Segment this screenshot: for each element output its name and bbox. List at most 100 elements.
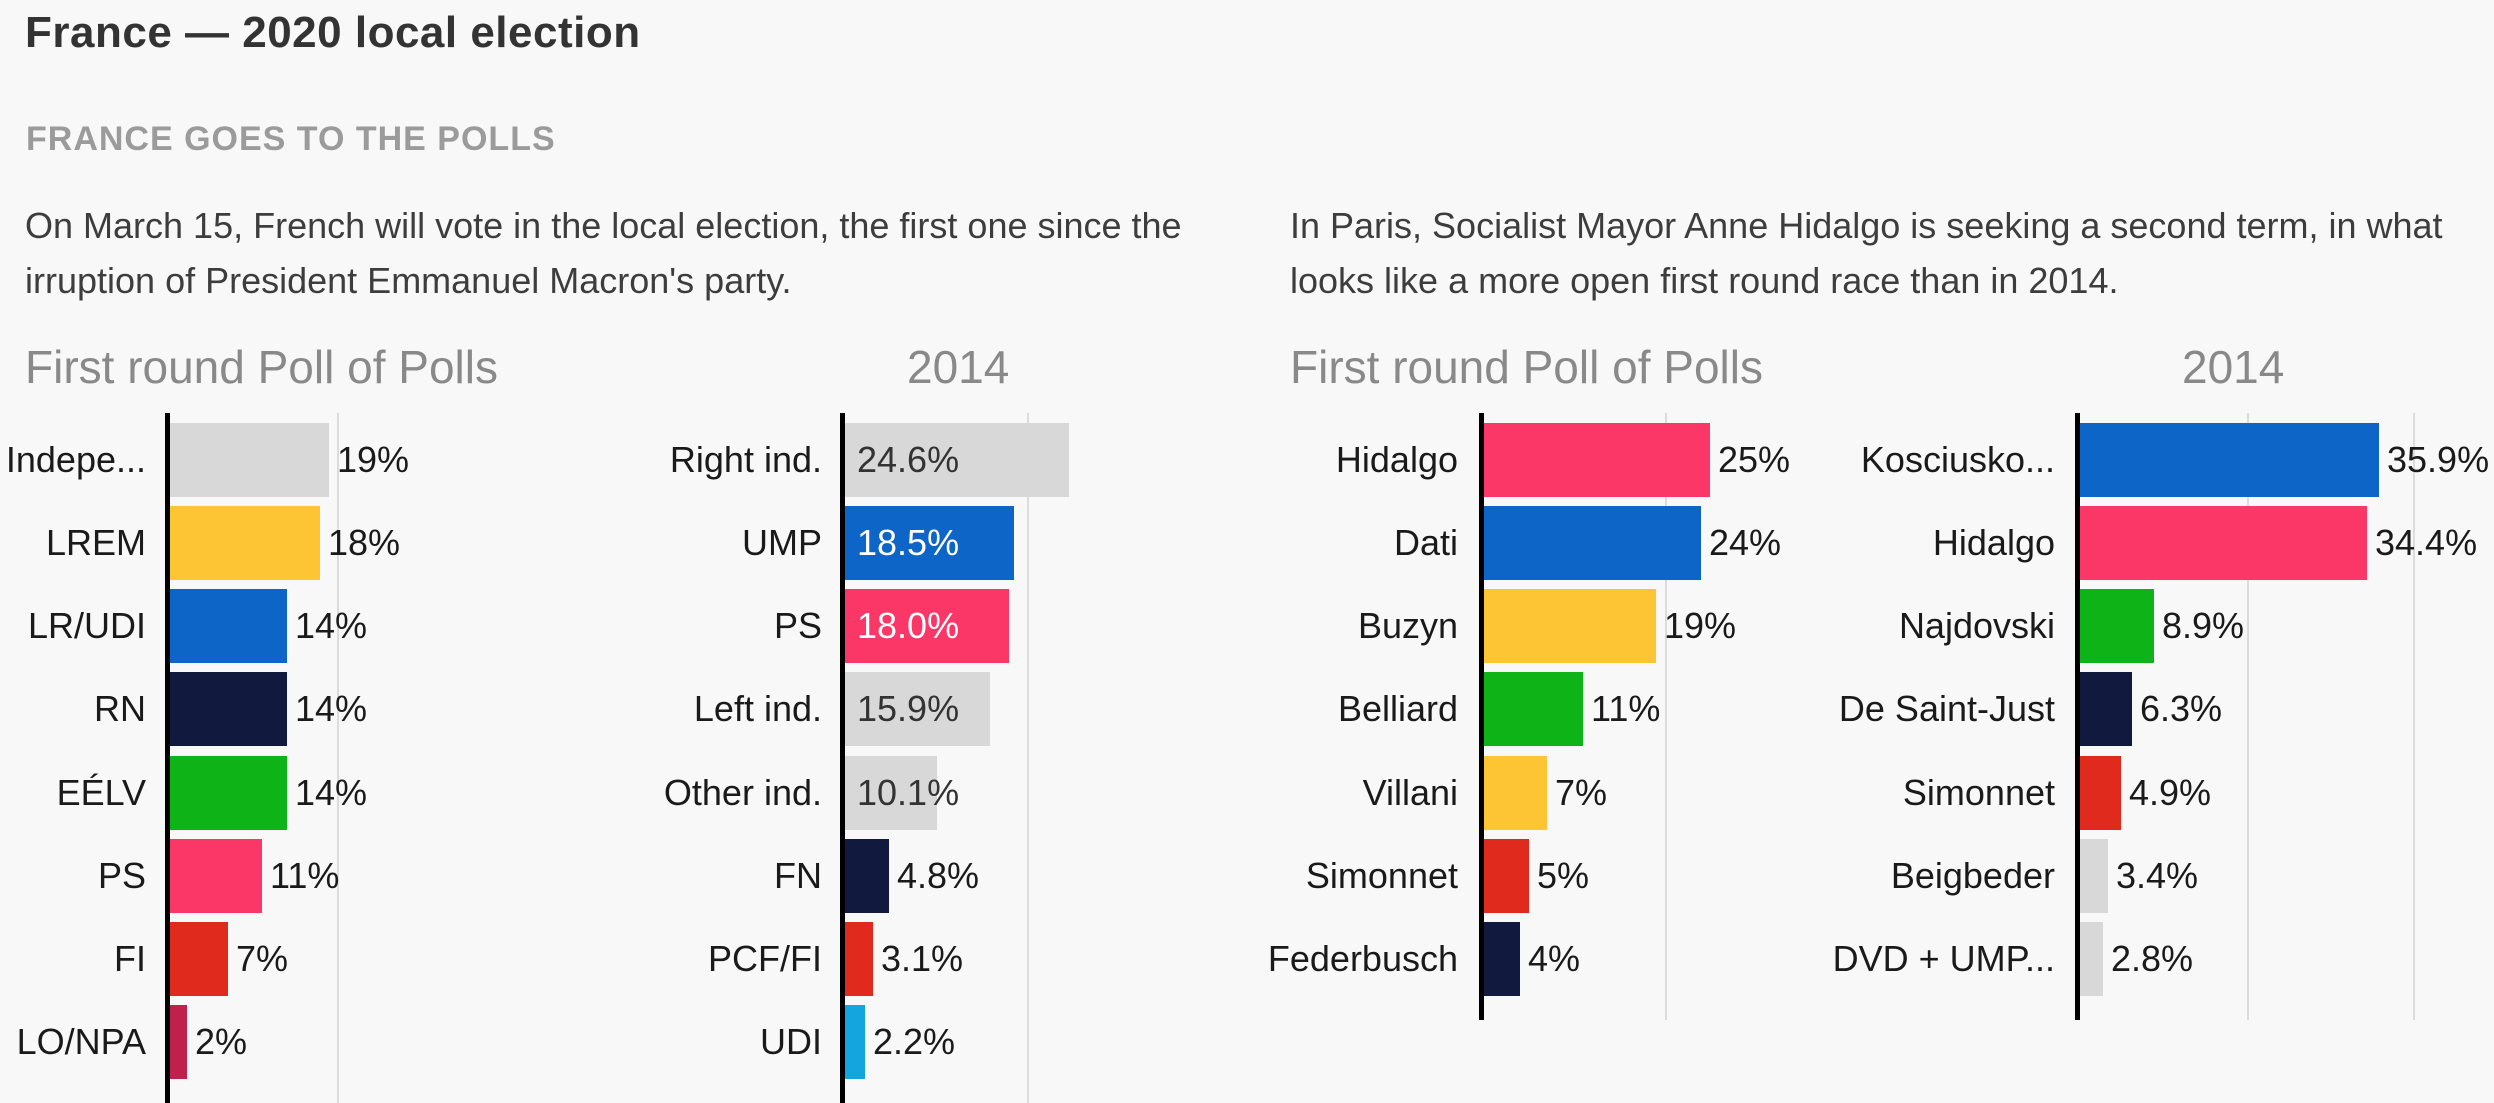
bar-label-national-poll-of-polls: LO/NPA xyxy=(16,1021,146,1063)
gridline-20pct xyxy=(2246,413,2249,1020)
bar-value-paris-2014: 2.8% xyxy=(2111,937,2194,979)
bar-value-paris-2014: 35.9% xyxy=(2387,439,2490,480)
bar-value-paris-2014: 3.4% xyxy=(2116,854,2199,896)
bar-national-poll-of-polls xyxy=(170,672,287,747)
bar-label-paris-2014: Najdovski xyxy=(1898,605,2055,647)
page: { "page": { "title": "France — 2020 loca… xyxy=(5,8,2490,1103)
bar-value-national-poll-of-polls: 7% xyxy=(236,937,289,979)
bar-paris-poll-of-polls xyxy=(1484,921,1520,996)
bar-label-paris-poll-of-polls: Federbusch xyxy=(1267,937,1458,979)
bar-paris-2014 xyxy=(2080,921,2103,996)
bar-label-paris-poll-of-polls: Villani xyxy=(1362,771,1458,813)
paragraph-line: irruption of President Emmanuel Macron's… xyxy=(25,260,792,301)
bar-label-national-poll-of-polls: RN xyxy=(94,688,146,730)
bar-value-national-2014: 4.8% xyxy=(897,854,980,896)
bar-paris-2014 xyxy=(2080,506,2367,581)
chart-title-national-poll-of-polls: First round Poll of Polls xyxy=(25,341,498,393)
bar-national-2014 xyxy=(845,1005,865,1080)
bar-label-national-2014: UMP xyxy=(742,522,822,564)
bar-value-national-2014: 15.9% xyxy=(857,688,960,730)
bar-value-national-2014: 18.5% xyxy=(857,522,960,564)
bar-label-national-poll-of-polls: LR/UDI xyxy=(27,605,146,647)
gridline-40pct xyxy=(2413,413,2416,1020)
bar-paris-2014 xyxy=(2080,838,2108,913)
axis-line xyxy=(840,413,845,1103)
bar-national-2014 xyxy=(845,423,1069,497)
bar-label-national-2014: Left ind. xyxy=(693,688,822,730)
bar-national-2014 xyxy=(845,755,937,830)
bar-label-paris-poll-of-polls: Belliard xyxy=(1337,688,1458,730)
bar-value-national-2014: 2.2% xyxy=(873,1021,956,1063)
bar-value-national-2014: 18.0% xyxy=(857,605,960,647)
bar-value-national-poll-of-polls: 14% xyxy=(295,605,368,647)
bar-label-paris-2014: DVD + UMP... xyxy=(1832,937,2055,979)
axis-line xyxy=(2075,413,2080,1020)
bar-national-poll-of-polls xyxy=(170,921,228,996)
bar-paris-2014 xyxy=(2080,755,2121,830)
chart-title-national-2014: 2014 xyxy=(907,341,1010,393)
bar-label-paris-2014: Beigbeder xyxy=(1890,854,2055,896)
bar-label-national-poll-of-polls: LREM xyxy=(45,522,146,564)
bar-value-national-poll-of-polls: 19% xyxy=(337,439,410,480)
bar-value-national-2014: 10.1% xyxy=(857,771,960,813)
bar-label-national-2014: Other ind. xyxy=(663,771,822,813)
bar-national-poll-of-polls xyxy=(170,755,287,830)
axis-line xyxy=(1479,413,1484,1020)
bar-value-paris-2014: 34.4% xyxy=(2375,522,2478,564)
bar-label-national-poll-of-polls: EÉLV xyxy=(56,771,146,813)
bar-value-national-poll-of-polls: 14% xyxy=(295,771,368,813)
gridline-20pct xyxy=(1664,413,1667,1020)
gridline-20pct xyxy=(1027,413,1030,1103)
bar-label-paris-2014: Kosciusko... xyxy=(1860,439,2055,480)
bar-value-paris-poll-of-polls: 7% xyxy=(1555,771,1608,813)
bar-value-paris-poll-of-polls: 19% xyxy=(1664,605,1737,647)
chart-title-paris-poll-of-polls: First round Poll of Polls xyxy=(1290,341,1763,393)
bar-label-paris-poll-of-polls: Simonnet xyxy=(1305,854,1458,896)
intro-paragraph-national: On March 15, French will vote in the loc… xyxy=(25,198,1182,308)
bar-value-paris-poll-of-polls: 4% xyxy=(1528,937,1581,979)
bar-label-national-poll-of-polls: PS xyxy=(97,854,146,896)
bar-label-paris-poll-of-polls: Dati xyxy=(1393,522,1458,564)
paragraph-line: In Paris, Socialist Mayor Anne Hidalgo i… xyxy=(1290,205,2443,246)
bar-paris-poll-of-polls xyxy=(1484,506,1701,581)
bar-label-paris-2014: Hidalgo xyxy=(1932,522,2055,564)
bar-value-paris-poll-of-polls: 25% xyxy=(1718,439,1791,480)
bar-value-national-poll-of-polls: 2% xyxy=(195,1021,248,1063)
bar-paris-poll-of-polls xyxy=(1484,672,1583,747)
bar-label-national-2014: Right ind. xyxy=(669,439,822,480)
bar-value-paris-2014: 6.3% xyxy=(2140,688,2223,730)
bar-paris-poll-of-polls xyxy=(1484,423,1710,497)
bar-value-national-poll-of-polls: 11% xyxy=(270,854,340,896)
bar-label-paris-poll-of-polls: Hidalgo xyxy=(1335,439,1458,480)
bar-value-national-poll-of-polls: 18% xyxy=(328,522,401,564)
bar-label-paris-2014: De Saint-Just xyxy=(1838,688,2055,730)
bar-paris-2014 xyxy=(2080,672,2132,747)
bar-national-2014 xyxy=(845,589,1009,664)
bar-paris-poll-of-polls xyxy=(1484,755,1547,830)
bar-national-poll-of-polls xyxy=(170,423,329,497)
bar-national-2014 xyxy=(845,672,990,747)
bar-value-national-2014: 3.1% xyxy=(881,937,964,979)
gridline-20pct xyxy=(337,413,339,1103)
bar-national-poll-of-polls xyxy=(170,506,320,581)
bar-national-2014 xyxy=(845,506,1014,581)
bar-label-national-2014: PCF/FI xyxy=(708,937,822,979)
bar-national-2014 xyxy=(845,838,889,913)
bar-label-paris-2014: Simonnet xyxy=(1902,771,2055,813)
chart-title-paris-2014: 2014 xyxy=(2182,341,2285,393)
bar-national-2014 xyxy=(845,921,873,996)
axis-line xyxy=(165,413,170,1103)
bar-paris-poll-of-polls xyxy=(1484,838,1529,913)
bar-value-paris-2014: 8.9% xyxy=(2162,605,2245,647)
bar-label-national-poll-of-polls: Indepe... xyxy=(5,439,146,480)
bar-value-national-poll-of-polls: 14% xyxy=(295,688,368,730)
bar-label-national-2014: PS xyxy=(773,605,822,647)
bar-label-national-poll-of-polls: FI xyxy=(114,937,146,979)
bar-label-national-2014: UDI xyxy=(760,1021,822,1063)
bar-national-poll-of-polls xyxy=(170,838,262,913)
bar-national-poll-of-polls xyxy=(170,1005,187,1080)
paragraph-line: looks like a more open first round race … xyxy=(1290,260,2119,301)
bar-national-poll-of-polls xyxy=(170,589,287,664)
bar-value-paris-poll-of-polls: 11% xyxy=(1591,688,1661,730)
bar-paris-poll-of-polls xyxy=(1484,589,1656,664)
